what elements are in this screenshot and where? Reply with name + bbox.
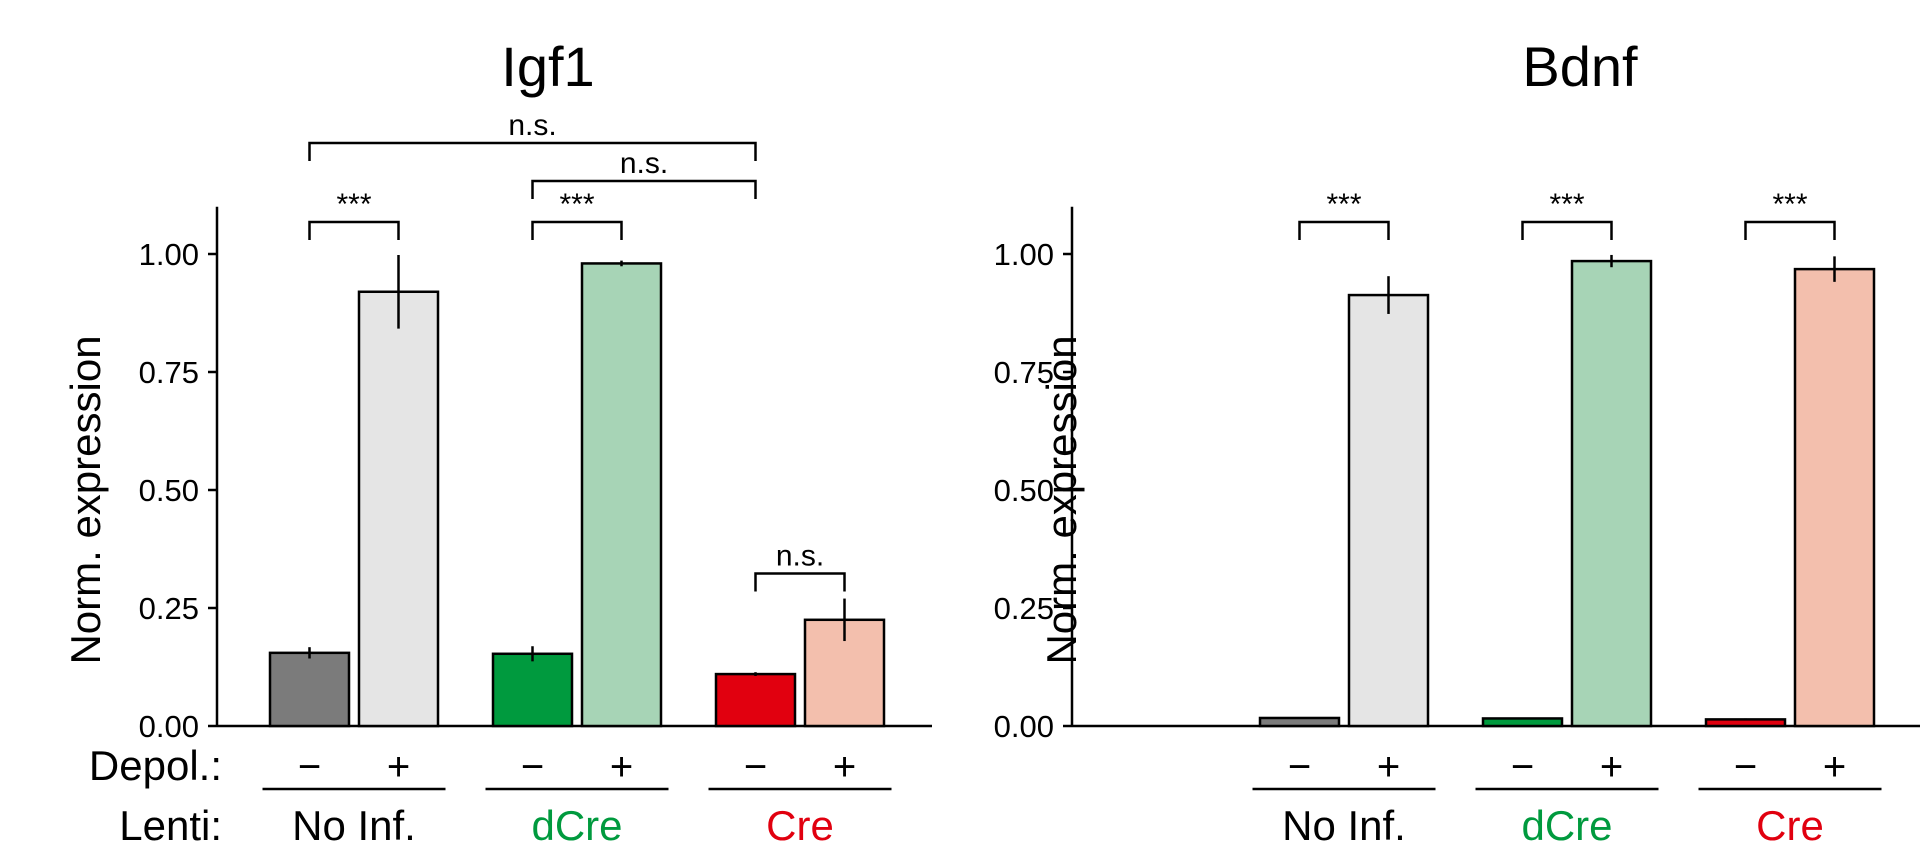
- depol-sign: −: [1511, 745, 1534, 789]
- chart-title: Igf1: [501, 35, 594, 98]
- significance-label: ***: [1326, 188, 1361, 221]
- depol-sign: −: [521, 745, 544, 789]
- chart-title: Bdnf: [1522, 35, 1638, 98]
- significance-bracket: [308, 141, 757, 161]
- significance-bracket: [308, 220, 400, 240]
- y-tick-label: 1.00: [139, 237, 199, 272]
- depol-sign: +: [1823, 745, 1846, 789]
- significance-bracket: [1521, 220, 1613, 240]
- y-axis-label: Norm. expression: [1038, 335, 1085, 664]
- significance-bracket: [531, 179, 757, 199]
- y-tick-label: 0.75: [994, 355, 1054, 390]
- depol-sign: +: [1377, 745, 1400, 789]
- y-tick-label: 0.25: [139, 591, 199, 626]
- group-label-noinf: No Inf.: [1282, 802, 1406, 841]
- depol-sign: −: [1288, 745, 1311, 789]
- y-tick-label: 0.00: [994, 709, 1054, 744]
- bar-cre-plus: [1793, 267, 1876, 728]
- significance-bracket: [531, 220, 623, 240]
- depol-sign: −: [298, 745, 321, 789]
- significance-label: n.s.: [776, 540, 824, 573]
- significance-label: n.s.: [508, 109, 556, 142]
- depol-sign: +: [1600, 745, 1623, 789]
- chart-panel-igf1: Igf1 Norm. expression 0.00 0.25 0.50 0.75 1.00…: [62, 35, 932, 841]
- y-tick-label: 0.00: [139, 709, 199, 744]
- significance-label: ***: [336, 188, 371, 221]
- depol-sign: +: [833, 745, 856, 789]
- significance-label: ***: [559, 188, 594, 221]
- y-axis-label: Norm. expression: [62, 335, 109, 664]
- lenti-row-label: Lenti:: [119, 802, 222, 841]
- y-tick-label: 1.00: [994, 237, 1054, 272]
- group-label-dcre: dCre: [531, 802, 622, 841]
- bar-noinf-minus: [268, 651, 351, 728]
- bar-dcre-minus: [491, 652, 574, 728]
- group-label-dcre: dCre: [1521, 802, 1612, 841]
- bar-noinf-minus: [1258, 716, 1341, 728]
- significance-label: ***: [1772, 188, 1807, 221]
- depol-sign: −: [744, 745, 767, 789]
- significance-bracket: [1298, 220, 1390, 240]
- significance-label: n.s.: [620, 147, 668, 180]
- y-tick-label: 0.25: [994, 591, 1054, 626]
- bar-cre-minus: [714, 672, 797, 728]
- bar-dcre-minus: [1481, 717, 1564, 728]
- significance-bracket: [1744, 220, 1836, 240]
- significance-label: ***: [1549, 188, 1584, 221]
- group-label-noinf: No Inf.: [292, 802, 416, 841]
- chart-panel-bdnf: Bdnf Norm. expression 0.00 0.25 0.50 0.75 1.00…: [994, 35, 1920, 841]
- bar-dcre-plus: [1570, 259, 1653, 728]
- depol-sign: +: [387, 745, 410, 789]
- y-tick-label: 0.75: [139, 355, 199, 390]
- depol-sign: −: [1734, 745, 1757, 789]
- group-label-cre: Cre: [766, 802, 834, 841]
- depol-row-label: Depol.:: [89, 742, 222, 789]
- bar-noinf-plus: [1347, 293, 1430, 728]
- bar-dcre-plus: [580, 262, 663, 728]
- bar-cre-minus: [1704, 718, 1787, 728]
- significance-bracket: [754, 572, 846, 592]
- y-tick-label: 0.50: [139, 473, 199, 508]
- y-tick-label: 0.50: [994, 473, 1054, 508]
- group-label-cre: Cre: [1756, 802, 1824, 841]
- depol-sign: +: [610, 745, 633, 789]
- bar-noinf-plus: [357, 290, 440, 728]
